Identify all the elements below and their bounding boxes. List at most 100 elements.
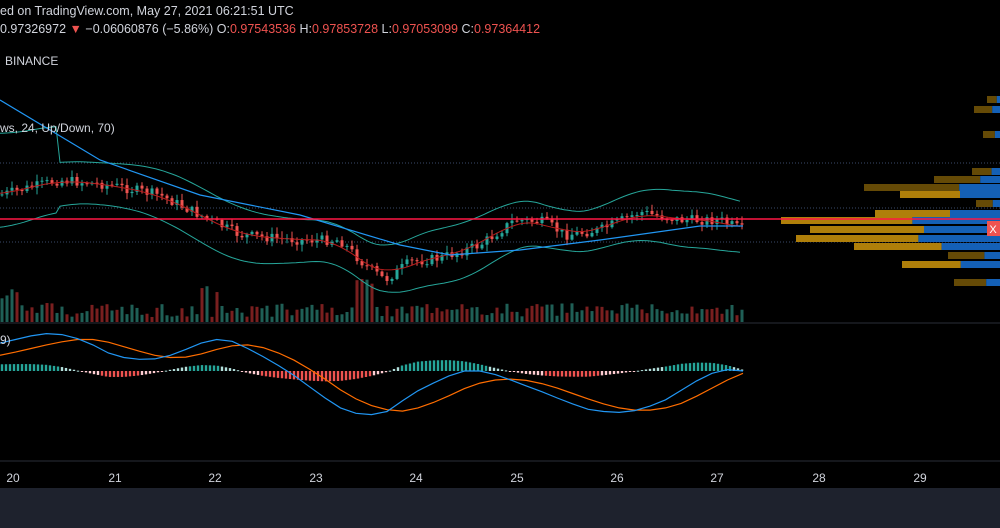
candle-body [0, 194, 4, 196]
candle-body [465, 247, 469, 256]
volume-bar [245, 316, 249, 322]
volume-bar [530, 305, 534, 322]
profile-row-sell [796, 235, 919, 242]
volume-profile [781, 96, 1000, 286]
candle-body [555, 222, 559, 232]
volume-bar [560, 303, 564, 322]
x-tick-label: 20 [6, 471, 20, 485]
histogram-bar [380, 371, 384, 374]
volume-bar [575, 311, 579, 322]
histogram-bar [556, 371, 560, 377]
profile-row-buy [994, 131, 1000, 138]
candle-body [670, 219, 674, 221]
candle-body [600, 224, 604, 228]
histogram-bar [20, 364, 24, 371]
histogram-bar [264, 371, 268, 377]
histogram-bar [452, 360, 456, 371]
volume-bar [435, 307, 439, 322]
candle-body [10, 187, 14, 191]
histogram-bar [496, 368, 500, 371]
volume-bar [45, 303, 49, 322]
volume-bar [720, 313, 724, 322]
histogram-bar [400, 365, 404, 371]
histogram-bar [392, 368, 396, 371]
histogram-bar [88, 371, 92, 374]
candle-body [160, 193, 164, 196]
volume-bar [360, 278, 364, 322]
candle-body [105, 184, 109, 189]
histogram-bar [260, 371, 264, 376]
bollinger-upper [0, 126, 741, 246]
volume-bar [240, 312, 244, 322]
histogram-bar [152, 371, 156, 374]
histogram-bar [132, 371, 136, 376]
low-label: L: [381, 22, 392, 36]
histogram-bar [28, 364, 32, 371]
histogram-bar [36, 364, 40, 371]
candle-body [250, 231, 254, 235]
candle-body [735, 221, 739, 224]
header-price: 0.97326972 [0, 22, 67, 36]
candlesticks[interactable] [0, 170, 744, 286]
histogram-bar [548, 371, 552, 376]
histogram-bar [116, 371, 120, 377]
histogram-bar [652, 368, 656, 371]
histogram-bar [680, 363, 684, 371]
volume-bar [450, 309, 454, 322]
volume-bar [550, 304, 554, 322]
volume-bar [610, 310, 614, 322]
histogram-bar [640, 370, 644, 372]
volume-bar [660, 310, 664, 322]
volume-bar [520, 316, 524, 322]
volume-bar [185, 316, 189, 322]
volume-bar [210, 316, 214, 322]
candle-body [730, 221, 734, 224]
candle-body [55, 183, 59, 186]
histogram-bar [92, 371, 96, 375]
histogram-bar [164, 370, 168, 372]
volume-bar [215, 292, 219, 322]
volume-bar [420, 307, 424, 322]
histogram-bar [144, 371, 148, 375]
histogram-bar [328, 371, 332, 382]
profile-row-buy [992, 200, 1000, 207]
candle-body [110, 184, 114, 186]
volume-bar [670, 312, 674, 322]
histogram-bar [564, 371, 568, 377]
histogram-bar [736, 368, 740, 371]
x-tick-label: 28 [812, 471, 826, 485]
candle-body [205, 215, 209, 219]
profile-row-sell [900, 191, 960, 198]
candle-body [635, 215, 639, 217]
histogram-bar [284, 371, 288, 379]
candle-body [195, 206, 199, 217]
histogram-bar [60, 367, 64, 371]
histogram-bar [544, 371, 548, 376]
histogram-bar [120, 371, 124, 377]
histogram-bar [584, 371, 588, 377]
volume-bar [440, 311, 444, 322]
histogram-bar [268, 371, 272, 377]
candle-body [390, 278, 394, 281]
candle-body [50, 180, 54, 184]
open-value: 0.97543536 [229, 22, 297, 36]
histogram-bar [732, 367, 736, 371]
volume-bar [710, 308, 714, 322]
volume-bar [655, 309, 659, 322]
candle-body [395, 268, 399, 279]
volume-bar [250, 306, 254, 322]
candle-body [75, 176, 79, 186]
volume-bar [70, 316, 74, 322]
histogram-bar [244, 371, 248, 373]
histogram-bar [532, 371, 536, 375]
candle-body [255, 231, 259, 235]
candle-body [20, 189, 24, 192]
open-label: O: [216, 22, 230, 36]
volume-bar [415, 305, 419, 322]
histogram-bar [724, 365, 728, 371]
histogram-bar [272, 371, 276, 378]
volume-profile-indicator-label: ws, 24, Up/Down, 70) [0, 121, 115, 135]
volume-bar [80, 312, 84, 322]
signal-line [0, 338, 744, 412]
